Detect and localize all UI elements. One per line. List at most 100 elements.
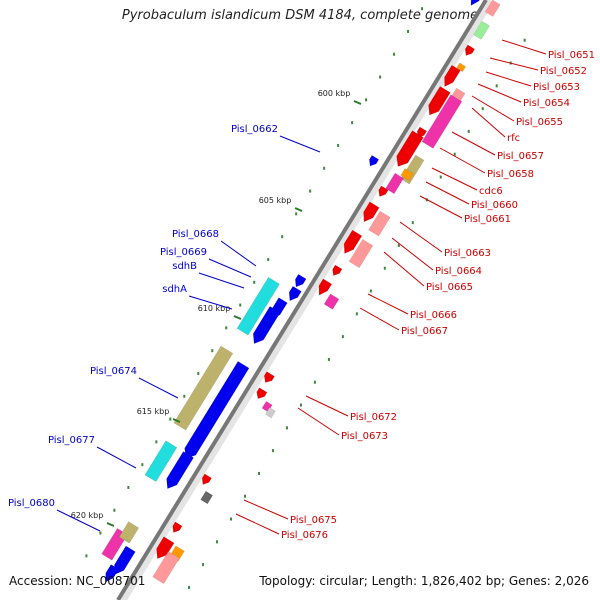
track-dots bbox=[85, 7, 526, 589]
tick-label: 615 kbp bbox=[137, 407, 170, 416]
gene-label-right: rfc bbox=[507, 133, 520, 144]
gene-label-right: Pisl_0652 bbox=[540, 66, 587, 77]
track-dot bbox=[523, 38, 526, 42]
gene-feature bbox=[385, 172, 404, 195]
gene-feature bbox=[378, 185, 389, 197]
gene-label-left: sdhB bbox=[172, 261, 197, 272]
track-dot bbox=[169, 417, 172, 421]
leader-line bbox=[383, 251, 425, 287]
gene-feature bbox=[118, 521, 140, 544]
tick-mark bbox=[106, 522, 115, 527]
track-dot bbox=[355, 312, 358, 316]
leader-line bbox=[198, 272, 245, 289]
leader-line bbox=[485, 71, 532, 87]
leader-line bbox=[367, 293, 409, 315]
gene-label-left: Pisl_0662 bbox=[231, 124, 278, 135]
gene-feature bbox=[400, 168, 414, 181]
gene-feature bbox=[156, 536, 175, 560]
track-dot bbox=[197, 371, 200, 375]
track-dot bbox=[309, 189, 312, 193]
leader-line bbox=[477, 83, 522, 103]
leader-line bbox=[439, 147, 486, 174]
track-dot bbox=[369, 289, 372, 293]
gene-feature bbox=[484, 0, 501, 17]
leader-line bbox=[220, 240, 257, 267]
leader-line bbox=[243, 499, 289, 520]
gene-features bbox=[101, 0, 501, 585]
gene-label-right: Pisl_0663 bbox=[444, 248, 491, 259]
gene-feature bbox=[236, 276, 280, 336]
leader-line bbox=[391, 237, 434, 271]
leader-line bbox=[451, 131, 496, 156]
gene-feature bbox=[152, 551, 180, 585]
leader-line bbox=[208, 258, 252, 278]
gene-feature bbox=[256, 387, 268, 399]
track-dot bbox=[127, 485, 130, 489]
track-dot bbox=[299, 403, 302, 407]
gene-feature bbox=[114, 545, 136, 575]
gene-feature bbox=[444, 64, 461, 88]
track-dot bbox=[351, 121, 354, 125]
gene-feature bbox=[295, 273, 307, 288]
gene-feature bbox=[363, 201, 380, 223]
track-dot bbox=[211, 349, 214, 353]
track-dot bbox=[337, 143, 340, 147]
track-dot bbox=[183, 394, 186, 398]
leader-line bbox=[489, 57, 539, 71]
tick-label: 620 kbp bbox=[71, 511, 104, 520]
gene-feature bbox=[172, 521, 183, 533]
leader-line bbox=[297, 407, 340, 436]
gene-label-right: cdc6 bbox=[479, 186, 503, 197]
track-dot bbox=[467, 129, 470, 133]
gene-label-left: sdhA bbox=[162, 284, 187, 295]
track-dot bbox=[323, 166, 326, 170]
label-leaders bbox=[56, 39, 547, 535]
gene-feature bbox=[332, 264, 343, 276]
gene-feature bbox=[396, 130, 424, 167]
gene-feature bbox=[369, 155, 380, 167]
gene-label-right: Pisl_0655 bbox=[516, 117, 563, 128]
leader-line bbox=[188, 295, 233, 310]
track-dot bbox=[239, 303, 242, 307]
track-dot bbox=[397, 243, 400, 247]
leader-line bbox=[431, 167, 478, 191]
gene-feature bbox=[252, 306, 281, 344]
leader-line bbox=[419, 195, 463, 219]
track-dot bbox=[188, 585, 191, 589]
gene-feature bbox=[263, 371, 275, 383]
gene-labels: Pisl_0662 Pisl_0668 Pisl_0669 sdhB sdhA Pisl_… bbox=[8, 50, 595, 541]
genome-summary-text: Topology: circular; Length: 1,826,402 bp… bbox=[259, 574, 589, 588]
gene-feature bbox=[105, 564, 120, 583]
gene-label-right: Pisl_0666 bbox=[410, 310, 457, 321]
track-dot bbox=[225, 326, 228, 330]
track-dot bbox=[281, 235, 284, 239]
gene-label-right: Pisl_0654 bbox=[523, 98, 570, 109]
track-dot bbox=[341, 335, 344, 339]
track-dot bbox=[439, 175, 442, 179]
track-dot bbox=[267, 257, 270, 261]
track-dot bbox=[327, 357, 330, 361]
gene-label-right: Pisl_0676 bbox=[281, 530, 328, 541]
track-dot bbox=[113, 508, 116, 512]
gene-feature bbox=[368, 210, 391, 237]
track-dot bbox=[141, 463, 144, 467]
gene-feature bbox=[166, 451, 194, 490]
gene-label-left: Pisl_0669 bbox=[160, 247, 207, 258]
track-dot bbox=[481, 107, 484, 111]
tick-mark bbox=[294, 207, 303, 212]
gene-feature bbox=[264, 407, 276, 419]
track-dot bbox=[313, 380, 316, 384]
track-dot bbox=[216, 540, 219, 544]
gene-feature bbox=[200, 490, 214, 505]
track-dot bbox=[230, 517, 233, 521]
gene-label-right: Pisl_0653 bbox=[533, 82, 580, 93]
tick-label: 600 kbp bbox=[318, 89, 351, 98]
tick-mark bbox=[172, 418, 181, 423]
leader-line bbox=[235, 513, 280, 535]
gene-label-right: Pisl_0675 bbox=[290, 515, 337, 526]
track-dot bbox=[379, 75, 382, 79]
leader-line bbox=[138, 377, 179, 399]
track-dot bbox=[407, 29, 410, 33]
gene-label-right: Pisl_0667 bbox=[401, 326, 448, 337]
track-dot bbox=[243, 494, 246, 498]
